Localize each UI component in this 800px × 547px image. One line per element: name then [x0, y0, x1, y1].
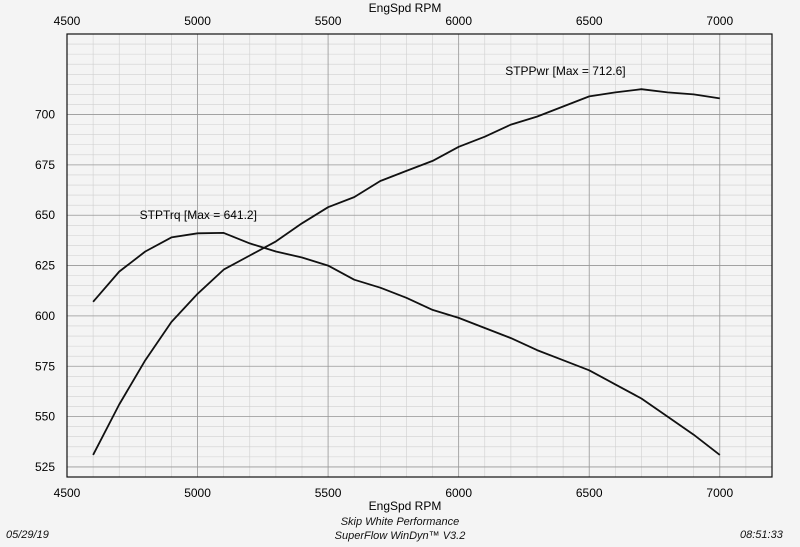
x-tick-label-top: 6500 [576, 14, 603, 28]
footer-software: SuperFlow WinDyn™ V3.2 [334, 530, 466, 542]
footer-time: 08:51:33 [740, 529, 783, 541]
footer-date: 05/29/19 [6, 529, 49, 541]
x-tick-label-bottom: 5000 [184, 486, 211, 500]
series-line-0 [92, 88, 720, 456]
series-group: STPPwr [Max = 712.6] STPTrq [Max = 641.2] [92, 64, 721, 456]
x-axis-title-top: EngSpd RPM [369, 1, 442, 15]
y-tick-label: 600 [35, 309, 55, 323]
y-tick-label: 575 [35, 359, 55, 373]
x-tick-label-bottom: 6000 [445, 486, 472, 500]
x-tick-label-top: 5000 [184, 14, 211, 28]
y-tick-label: 650 [35, 208, 55, 222]
footer-company: Skip White Performance [340, 516, 460, 528]
y-tick-label: 675 [35, 158, 55, 172]
series-label-0: STPPwr [Max = 712.6] [505, 64, 625, 78]
y-tick-label: 525 [35, 460, 55, 474]
y-tick-label: 700 [35, 108, 55, 122]
x-tick-label-top: 6000 [445, 14, 472, 28]
plot-frame [66, 33, 773, 478]
x-tick-label-bottom: 5500 [315, 486, 342, 500]
x-tick-label-top: 4500 [54, 14, 81, 28]
x-axis-title-bottom: EngSpd RPM [369, 499, 442, 513]
x-axis-bottom: 4500 5000 5500 6000 6500 7000 [54, 486, 734, 500]
x-tick-label-bottom: 6500 [576, 486, 603, 500]
x-axis-top: 4500 5000 5500 6000 6500 7000 [54, 14, 734, 28]
y-tick-label: 625 [35, 259, 55, 273]
x-tick-label-top: 7000 [706, 14, 733, 28]
x-tick-label-bottom: 4500 [54, 486, 81, 500]
x-tick-label-bottom: 7000 [706, 486, 733, 500]
series-line-1 [92, 232, 721, 456]
series-label-1: STPTrq [Max = 641.2] [140, 208, 257, 222]
y-tick-label: 550 [35, 410, 55, 424]
x-tick-label-top: 5500 [315, 14, 342, 28]
chart-grid [66, 34, 772, 477]
y-axis-left: 525 550 575 600 625 650 675 700 [35, 108, 55, 474]
